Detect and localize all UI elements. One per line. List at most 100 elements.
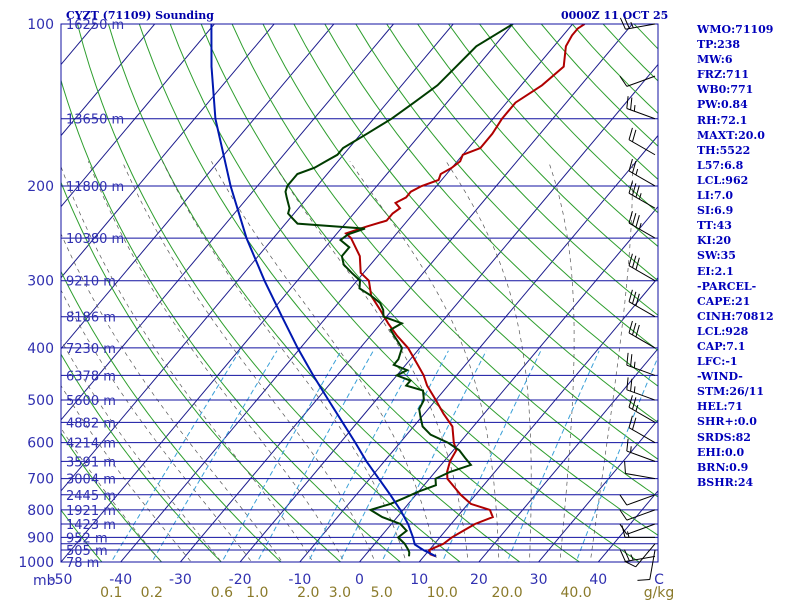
pressure-axis-label: mb (33, 573, 56, 589)
wind-barb-staff (628, 301, 656, 318)
wind-barb-half-feather (630, 446, 632, 453)
moist-adiabat (548, 161, 575, 562)
wind-barb-staff (628, 139, 656, 156)
wind-barb-feather (635, 293, 640, 306)
mixing-ratio-line (256, 350, 374, 562)
height-label: 11800 m (66, 180, 124, 195)
pressure-tick-label: 300 (27, 274, 54, 290)
wind-barb-feather (623, 17, 630, 29)
index-line: MW:6 (697, 53, 733, 67)
wind-barb-feather (632, 417, 637, 430)
mixing-ratio-label: 40.0 (560, 585, 591, 600)
wind-barb-staff (649, 549, 656, 580)
moist-adiabat (589, 161, 633, 562)
pressure-tick-label: 600 (27, 436, 54, 452)
wind-barb-half-feather (638, 223, 642, 230)
wind-barb-half-feather (630, 21, 634, 29)
isotherm-line (61, 24, 216, 208)
mixing-ratio-label: 20.0 (492, 585, 523, 600)
index-line: CAP:7.1 (697, 339, 746, 353)
dry-adiabat (293, 24, 658, 423)
dry-adiabat (77, 24, 461, 562)
wind-barb-half-feather (630, 554, 634, 561)
mixing-ratio-label: 5.0 (371, 585, 393, 600)
height-label: 78 m (66, 556, 99, 571)
index-line: STM:26/11 (697, 385, 764, 399)
moist-adiabat (61, 232, 283, 562)
index-line: SI:6.9 (697, 204, 734, 218)
wind-barb (619, 549, 656, 563)
wind-barb (626, 377, 656, 401)
moist-adiabat (272, 161, 469, 562)
index-line: KI:20 (697, 234, 732, 248)
index-line: WMO:71109 (697, 23, 774, 36)
wind-barb-half-feather (638, 193, 642, 200)
isotherm-line (61, 24, 454, 492)
wind-barb (619, 75, 656, 87)
wind-barb-feather (619, 17, 626, 30)
isotherm-line (61, 24, 395, 421)
index-line: SW:35 (697, 249, 736, 263)
wind-barb (619, 523, 656, 535)
mixing-ratio-label: 10.0 (427, 585, 458, 600)
height-label: 952 m (66, 531, 108, 546)
wind-barb (619, 509, 656, 521)
isotherm-line (537, 419, 658, 562)
wind-barb-feather (632, 322, 637, 336)
index-line: LFC:-1 (697, 355, 738, 369)
index-panel: WMO:71109 TP:238 MW:6 FRZ:711 WB0:771 PW:0.84… (697, 22, 797, 490)
height-label: 7230 m (66, 342, 116, 357)
wind-barb-feather (628, 211, 633, 224)
height-label: 4882 m (66, 416, 116, 431)
temperature-axis-label: C (654, 572, 664, 588)
wind-barb-feather (635, 324, 640, 338)
wind-barb-staff (625, 472, 656, 480)
mixing-ratio-line (339, 350, 449, 562)
wind-barb-feather (632, 397, 637, 410)
temperature-curve (344, 24, 586, 558)
height-label: 3004 m (66, 473, 116, 488)
wind-barb-feather (619, 494, 628, 506)
index-line: TT:43 (697, 219, 732, 233)
moist-adiabat (445, 161, 532, 562)
wind-barb-staff (628, 192, 656, 209)
wind-barb (628, 127, 656, 156)
index-line: LCL:928 (697, 324, 749, 338)
wind-barb-staff (626, 509, 656, 521)
wind-barb-staff (626, 389, 656, 401)
height-label: 1921 m (66, 504, 116, 519)
height-label: 8186 m (66, 311, 116, 326)
height-label: 5600 m (66, 394, 116, 409)
dry-adiabat (61, 509, 103, 562)
station-title: CYZT (71109) Sounding (66, 9, 214, 22)
wind-barb (628, 289, 656, 318)
wind-barb-staff (626, 450, 656, 462)
wind-barb-half-feather (633, 361, 636, 368)
dry-adiabat (355, 24, 658, 352)
mixing-ratio-line (307, 350, 421, 562)
wind-barb-feather (628, 395, 633, 408)
pressure-tick-label: 200 (27, 179, 54, 195)
isotherm-line (120, 24, 574, 562)
wind-barb (624, 543, 656, 568)
mixing-ratio-label: 0.6 (211, 585, 233, 600)
temperature-tick-label: -30 (169, 572, 192, 588)
parcel-curve (210, 24, 437, 558)
isotherm-line (418, 276, 658, 562)
wind-barb-half-feather (635, 168, 639, 176)
isotherm-line (239, 63, 658, 562)
index-line: FRZ:711 (697, 68, 750, 82)
wind-barb-feather (630, 354, 633, 367)
moist-adiabat (121, 161, 376, 562)
moist-adiabat (349, 161, 500, 562)
mixing-ratio-unit: g/kg (644, 585, 675, 600)
wind-barb-feather (623, 549, 630, 562)
dry-adiabat (107, 24, 521, 562)
wind-barb-feather (632, 160, 637, 174)
dry-adiabat (61, 181, 342, 562)
wind-barb-feather (624, 461, 626, 474)
dry-adiabat (386, 24, 658, 316)
dry-adiabat (61, 270, 282, 562)
index-line: L57:6.8 (697, 158, 744, 172)
